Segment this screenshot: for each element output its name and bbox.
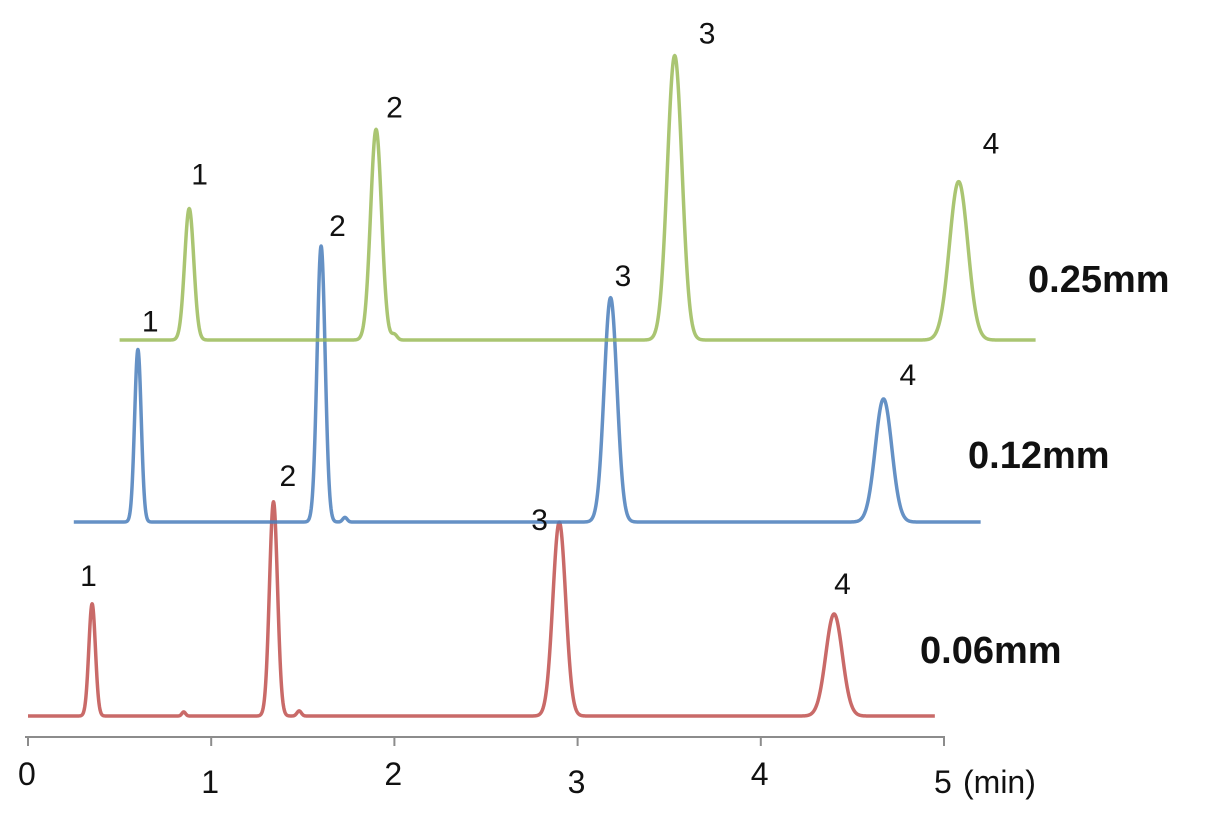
peak-label: 1 — [80, 560, 97, 593]
peak-label: 1 — [142, 306, 159, 339]
peak-label: 2 — [279, 460, 296, 493]
x-tick-label: 1 — [201, 764, 219, 800]
peak-label: 4 — [834, 568, 851, 601]
x-tick-label: 0 — [18, 756, 36, 792]
peak-label: 3 — [531, 504, 548, 537]
x-tick-label: 4 — [751, 756, 769, 792]
x-tick-label: 3 — [568, 764, 586, 800]
x-axis-unit-label: (min) — [963, 764, 1036, 800]
peak-label: 3 — [699, 18, 716, 51]
peak-label: 2 — [386, 91, 403, 124]
series-label: 0.06mm — [920, 630, 1062, 672]
peak-label: 1 — [191, 159, 208, 192]
peak-label: 4 — [983, 128, 1000, 161]
peak-label: 3 — [615, 260, 632, 293]
series-label: 0.25mm — [1028, 259, 1170, 301]
series-line-0.06mm — [26, 500, 937, 718]
peak-label: 4 — [900, 359, 917, 392]
x-tick-label: 2 — [384, 756, 402, 792]
x-ticks: 0 1 2 3 4 5 — [18, 737, 952, 800]
x-axis: 0 1 2 3 4 5 (min) — [18, 736, 1036, 800]
series-line-0.25mm — [118, 53, 1037, 342]
x-tick-label: 5 — [934, 764, 952, 800]
series-layer — [26, 53, 1037, 718]
series-line-0.12mm — [72, 244, 983, 524]
peak-labels: 0.06mm 1 2 3 4 0.12mm 1 2 3 4 0.25mm 1 2 3 4 — [80, 18, 1169, 672]
series-label: 0.12mm — [968, 435, 1110, 477]
peak-label: 2 — [329, 210, 346, 243]
